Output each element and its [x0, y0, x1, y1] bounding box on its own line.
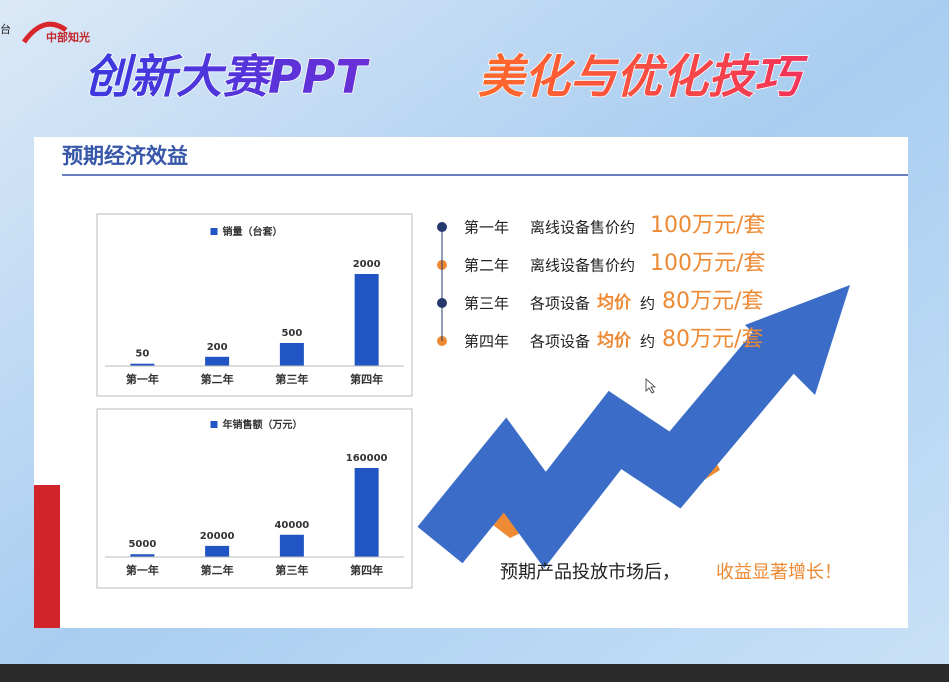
bar [279, 343, 304, 366]
item-desc: 各项设备 [530, 295, 590, 313]
item-price: 100万元/套 [650, 213, 765, 238]
bar [354, 468, 379, 557]
value-label: 2000 [353, 259, 381, 270]
value-label: 50 [135, 349, 149, 360]
value-label: 160000 [346, 453, 388, 464]
legend-label: 销量（台套） [223, 225, 283, 238]
x-tick-label: 第三年 [275, 563, 308, 577]
value-label: 200 [207, 342, 228, 353]
item-price: 100万元/套 [650, 251, 765, 276]
value-label: 20000 [200, 531, 235, 542]
x-tick-label: 第四年 [350, 563, 383, 577]
logo: 中部知光 [46, 30, 90, 44]
bar [205, 545, 230, 557]
item-year: 第一年 [464, 219, 509, 237]
cursor [645, 378, 657, 394]
value-label: 500 [281, 328, 302, 339]
title-part2: 美化与优化技巧 [478, 50, 808, 104]
item-desc2: 约 [640, 295, 655, 313]
value-label: 40000 [274, 520, 309, 531]
item-desc: 各项设备 [530, 333, 590, 351]
bar [354, 274, 379, 366]
growth-arrow [417, 285, 850, 569]
slide-title: 预期经济效益 [62, 144, 188, 168]
x-tick-label: 第二年 [201, 563, 234, 577]
bar [130, 363, 155, 366]
item-year: 第四年 [464, 333, 509, 351]
x-tick-label: 第四年 [350, 372, 383, 386]
item-year: 第二年 [464, 257, 509, 275]
x-tick-label: 第一年 [126, 372, 159, 386]
item-desc2: 约 [640, 333, 655, 351]
item-price: 80万元/套 [662, 327, 763, 352]
value-label: 5000 [128, 539, 156, 550]
item-emphasis: 均价 [597, 330, 632, 351]
logo-icon [21, 21, 68, 44]
caption: 预期产品投放市场后， [500, 562, 680, 583]
x-tick-label: 第三年 [275, 372, 308, 386]
bar [279, 534, 304, 557]
bar [205, 356, 230, 366]
legend-swatch [210, 421, 218, 428]
bottom-bar [0, 664, 949, 682]
x-tick-label: 第二年 [201, 372, 234, 386]
item-price: 80万元/套 [662, 289, 763, 314]
bar [130, 554, 155, 557]
title-part1: 创新大赛PPT [84, 50, 370, 104]
item-emphasis: 均价 [597, 292, 632, 313]
side-text: 台 [0, 22, 11, 36]
item-desc: 离线设备售价约 [530, 257, 635, 275]
caption-emphasis: 收益显著增长！ [716, 562, 842, 583]
x-tick-label: 第一年 [126, 563, 159, 577]
item-list: 第一年 离线设备售价约 100万元/套 第二年 离线设备售价约 100万元/套 … [437, 213, 765, 352]
item-desc: 离线设备售价约 [530, 219, 635, 237]
legend-swatch [210, 228, 218, 235]
item-year: 第三年 [464, 295, 509, 313]
legend-label: 年销售额（万元） [223, 418, 303, 431]
red-bar [34, 485, 60, 628]
